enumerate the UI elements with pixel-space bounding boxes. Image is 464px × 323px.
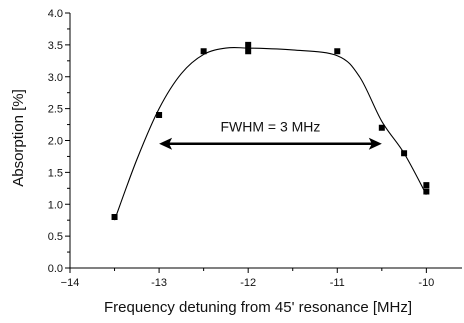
axes: 0.0 0.5 1.0 1.5 2.0 2.5 3.0 3.5 4.0 −14 -13 -12 -11 -… [48,8,462,289]
fwhm-label: FWHM = 3 MHz [220,118,320,134]
y-tick-label: 4.0 [48,8,63,20]
y-tick-label: 1.0 [48,199,63,211]
x-axis-title: Frequency detuning from 45' resonance [M… [104,299,412,316]
x-tick-label: -12 [240,277,256,289]
fwhm-arrowhead-right [368,137,382,150]
x-tick-label: -13 [151,277,167,289]
y-axis-title: Absorption [%] [10,89,27,187]
x-tick-label: −14 [61,277,80,289]
y-tick-label: 0.0 [48,263,63,275]
fit-curve-group [114,46,427,221]
fwhm-arrowhead-left [159,137,173,150]
data-point [423,182,430,189]
fit-curve [114,46,427,221]
data-point [156,112,163,118]
y-tick-label: 2.5 [48,104,63,116]
data-point [245,48,252,55]
y-tick-label: 3.5 [48,40,63,52]
data-point [378,124,385,131]
y-tick-label: 3.0 [48,72,63,84]
data-point [111,214,118,220]
data-point [334,48,341,55]
data-points-group [111,41,430,220]
x-tick-label: -11 [330,277,345,289]
data-point [423,188,430,195]
data-point [200,48,207,55]
data-point [401,150,408,157]
data-point [245,41,252,48]
y-tick-label: 2.0 [48,136,63,148]
x-tick-label: -10 [418,277,434,289]
annotation-group: FWHM = 3 MHz [159,118,382,150]
y-tick-label: 0.5 [48,231,63,243]
y-tick-label: 1.5 [48,167,63,179]
